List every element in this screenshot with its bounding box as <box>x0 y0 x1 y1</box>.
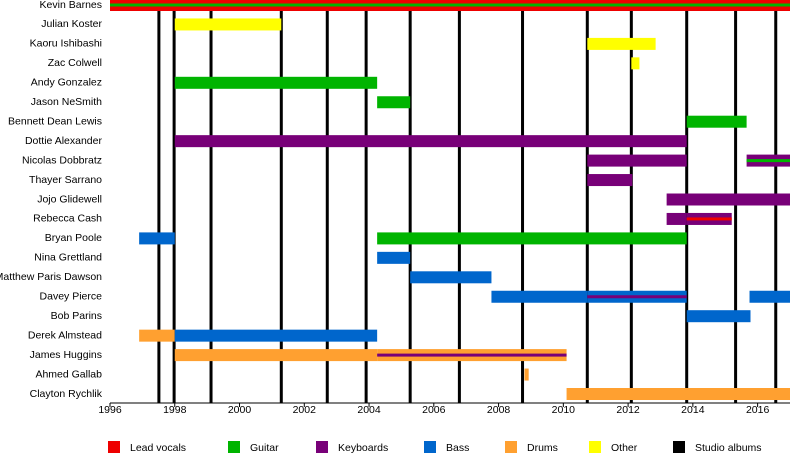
member-label: Rebecca Cash <box>33 213 102 225</box>
bar <box>377 251 411 264</box>
member-label: Andy Gonzalez <box>31 77 102 89</box>
bar-stripe <box>587 295 687 299</box>
legend-swatch <box>673 441 685 453</box>
member-label: Thayer Sarrano <box>29 174 102 186</box>
bar <box>686 115 747 128</box>
bar <box>566 388 790 400</box>
bar-stripe <box>377 353 567 357</box>
x-tick-label: 2006 <box>422 404 446 416</box>
x-tick-label: 2014 <box>681 404 705 416</box>
legend-swatch <box>589 441 601 453</box>
x-tick-label: 2002 <box>293 404 317 416</box>
bar-stripe <box>110 3 790 7</box>
bar <box>666 193 790 206</box>
member-label: Kevin Barnes <box>40 0 102 11</box>
x-tick-label: 2012 <box>616 404 640 416</box>
bar <box>587 174 633 187</box>
member-label: Clayton Rychlik <box>30 388 103 400</box>
bar <box>587 37 656 50</box>
x-tick-label: 2008 <box>487 404 511 416</box>
x-tick-label: 1996 <box>98 404 122 416</box>
bar <box>631 57 640 70</box>
member-label: Bennett Dean Lewis <box>8 115 102 127</box>
bar <box>174 349 378 362</box>
legend-label: Drums <box>527 442 558 454</box>
bar <box>377 96 411 109</box>
bar <box>491 290 588 303</box>
legend-label: Bass <box>446 442 469 454</box>
legend-label: Guitar <box>250 442 279 454</box>
bar <box>377 232 687 245</box>
legend-label: Studio albums <box>695 442 762 454</box>
bar <box>749 290 790 303</box>
member-label: Nina Grettland <box>34 252 102 264</box>
bar-stripe <box>686 217 732 221</box>
member-label: Davey Pierce <box>40 291 103 303</box>
member-label: Bryan Poole <box>45 232 102 244</box>
bar <box>174 76 378 89</box>
member-label: James Huggins <box>30 349 102 361</box>
bar <box>174 135 687 148</box>
bar <box>410 271 492 284</box>
bar <box>139 232 175 245</box>
legend-swatch <box>228 441 240 453</box>
member-label: Kaoru Ishibashi <box>30 38 102 50</box>
bar <box>686 310 751 323</box>
legend-swatch <box>316 441 328 453</box>
member-label: Julian Koster <box>41 18 102 30</box>
x-tick-label: 1998 <box>163 404 187 416</box>
member-label: Dottie Alexander <box>25 135 103 147</box>
legend-swatch <box>505 441 517 453</box>
member-label: Derek Almstead <box>28 329 102 341</box>
legend-label: Lead vocals <box>130 442 186 454</box>
legend-label: Keyboards <box>338 442 388 454</box>
x-tick-label: 2010 <box>552 404 576 416</box>
bar <box>139 329 175 342</box>
x-tick-label: 2004 <box>357 404 381 416</box>
member-label: Nicolas Dobbratz <box>22 154 102 166</box>
legend-swatch <box>108 441 120 453</box>
bar-stripe <box>746 159 790 163</box>
x-tick-label: 2016 <box>746 404 770 416</box>
bar <box>666 212 687 225</box>
legend-swatch <box>424 441 436 453</box>
bar <box>524 368 529 381</box>
bar <box>174 18 282 31</box>
x-tick-label: 2000 <box>228 404 252 416</box>
member-label: Matthew Paris Dawson <box>0 271 102 283</box>
bar <box>587 154 687 167</box>
member-label: Bob Parins <box>51 310 102 322</box>
member-label: Jojo Glidewell <box>37 193 102 205</box>
legend-label: Other <box>611 442 638 454</box>
member-label: Ahmed Gallab <box>35 368 102 380</box>
member-label: Zac Colwell <box>48 57 102 69</box>
member-label: Jason NeSmith <box>31 96 102 108</box>
bar <box>174 329 378 342</box>
